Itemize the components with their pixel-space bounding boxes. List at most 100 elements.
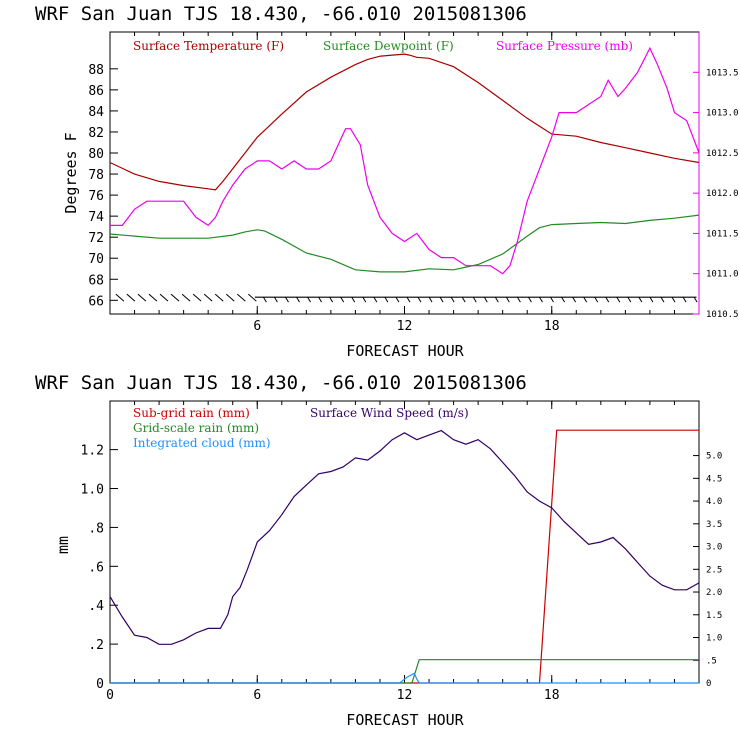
y2-tick-label: 1013.5 — [706, 68, 739, 78]
series-line-sub-grid-rain-mm- — [110, 429, 699, 684]
top-panel-title: WRF San Juan TJS 18.430, -66.010 2015081… — [35, 3, 527, 25]
y-tick-label: 0 — [96, 677, 104, 692]
wind-barb — [450, 296, 455, 303]
y-tick-label: .6 — [88, 560, 104, 575]
y2-tick-label: 3.5 — [706, 520, 722, 530]
y-tick-label: .8 — [88, 521, 104, 536]
y2-tick-label: 1012.0 — [706, 189, 739, 199]
legend-wind-speed: Surface Wind Speed (m/s) — [310, 406, 469, 420]
wind-barb — [285, 296, 289, 303]
wind-barb — [214, 293, 224, 302]
wind-barb — [561, 296, 565, 303]
y-tick-label: 78 — [88, 168, 104, 183]
wind-barb — [126, 293, 136, 302]
wind-barb — [296, 296, 300, 303]
y2-tick-label: 4.5 — [706, 474, 722, 484]
y2-tick-label: 1012.5 — [706, 149, 739, 159]
legend-subgrid-rain: Sub-grid rain (mm) — [133, 406, 250, 420]
wind-barb — [262, 296, 267, 303]
y-tick-label: 68 — [88, 273, 104, 288]
y2-tick-label: 1.0 — [706, 634, 722, 644]
wind-barb — [329, 296, 334, 303]
y-tick-label: 80 — [88, 147, 104, 162]
wind-barb — [550, 296, 554, 303]
wind-barb — [406, 296, 411, 303]
y2-tick-label: 3.0 — [706, 543, 722, 553]
wind-barb — [539, 296, 543, 303]
series-line-integrated-cloud-mm- — [110, 672, 699, 684]
y-tick-label: 70 — [88, 252, 104, 267]
top-legend: Surface Temperature (F) Surface Dewpoint… — [133, 39, 633, 53]
y-tick-label: 86 — [88, 84, 104, 99]
wind-barb — [671, 296, 676, 303]
x-tick-label: 12 — [397, 319, 413, 334]
x-tick-label: 18 — [544, 688, 560, 703]
wind-barb — [649, 296, 654, 303]
wind-barb — [148, 293, 158, 302]
wind-barb — [627, 296, 632, 303]
wind-barb — [307, 296, 311, 303]
legend-gridscale-rain: Grid-scale rain (mm) — [133, 421, 259, 435]
bottom-plot-area: 0 6 12 18 0 .2 .4 .6 .8 1.0 1.2 0 .5 1.0 1.5 2.0 2.5 3.0 3… — [81, 401, 722, 703]
wind-barb — [225, 293, 235, 302]
wind-barb — [137, 293, 147, 302]
wind-barb — [461, 296, 466, 303]
bottom-panel-title: WRF San Juan TJS 18.430, -66.010 2015081… — [35, 372, 527, 394]
wind-barb — [494, 296, 499, 303]
wind-barb — [395, 296, 400, 303]
wind-barb — [192, 293, 202, 302]
wind-barb — [516, 296, 521, 303]
y2-tick-label: 2.5 — [706, 565, 722, 575]
bottom-x-axis-label: FORECAST HOUR — [346, 711, 464, 729]
wind-barb — [605, 296, 610, 303]
wind-barb — [181, 293, 191, 302]
wind-barb — [682, 296, 687, 303]
y-tick-label: 66 — [88, 294, 104, 309]
series-line-surface-temperature-f- — [109, 53, 700, 191]
series-line-surface-pressure-mb- — [110, 46, 700, 275]
wind-barb — [439, 296, 444, 303]
y-tick-label: 1.0 — [81, 483, 104, 498]
wind-barb — [362, 296, 367, 303]
wind-barb — [472, 296, 477, 303]
wind-barb — [318, 296, 323, 303]
bottom-legend: Sub-grid rain (mm) Grid-scale rain (mm) … — [133, 406, 469, 450]
series-line-surface-dewpoint-f- — [109, 214, 700, 273]
y2-tick-label: 1011.5 — [706, 229, 739, 239]
wind-barb — [236, 293, 246, 302]
y2-tick-label: 1010.5 — [706, 310, 739, 320]
wind-barb — [594, 296, 599, 303]
wind-barb — [373, 296, 378, 303]
y2-tick-label: 5.0 — [706, 452, 722, 462]
wind-barb — [616, 296, 621, 303]
wind-barb — [660, 296, 665, 303]
y2-tick-label: 4.0 — [706, 497, 722, 507]
wind-barb — [340, 296, 345, 303]
y2-tick-label: 1013.0 — [706, 109, 739, 119]
wind-barb — [428, 296, 433, 303]
y-tick-label: 1.2 — [81, 444, 104, 459]
y-tick-label: .4 — [88, 599, 104, 614]
legend-temperature: Surface Temperature (F) — [133, 39, 284, 53]
top-y-axis-label: Degrees F — [62, 132, 80, 213]
y-tick-label: 88 — [88, 63, 104, 78]
y-tick-label: 84 — [88, 105, 104, 120]
top-x-axis-label: FORECAST HOUR — [346, 342, 464, 360]
y-tick-label: 74 — [88, 210, 104, 225]
wind-barb — [417, 296, 422, 303]
legend-pressure: Surface Pressure (mb) — [496, 39, 633, 53]
wind-barb — [583, 296, 588, 303]
y2-tick-label: 0 — [706, 679, 711, 689]
series-line-surface-wind-speed-m-s- — [109, 429, 700, 645]
y-tick-label: .2 — [88, 638, 104, 653]
legend-dewpoint: Surface Dewpoint (F) — [323, 39, 454, 53]
top-plot-area: 6 12 18 66 68 70 72 74 76 78 80 82 84 86 88 1010.5 1011.… — [88, 32, 739, 334]
wind-barb — [248, 293, 257, 302]
wind-barb — [483, 296, 488, 303]
wind-barb — [203, 293, 213, 302]
wind-barb — [351, 296, 356, 303]
y-tick-label: 76 — [88, 189, 104, 204]
wind-barb — [528, 296, 532, 303]
wind-barb — [274, 296, 278, 303]
